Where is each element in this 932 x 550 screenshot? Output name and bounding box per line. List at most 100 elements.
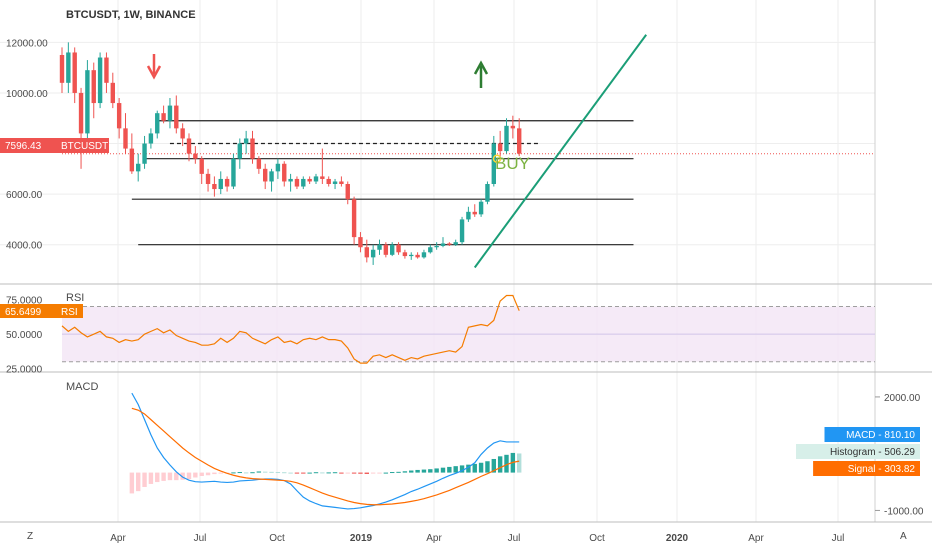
candle-body[interactable] bbox=[212, 184, 217, 190]
candle-body[interactable] bbox=[269, 171, 274, 182]
candle-body[interactable] bbox=[402, 252, 408, 257]
candle-body[interactable] bbox=[123, 128, 128, 149]
candle-body[interactable] bbox=[167, 105, 173, 121]
candle-body[interactable] bbox=[351, 199, 357, 238]
candle-body[interactable] bbox=[243, 138, 249, 144]
rsi-panel-label: RSI bbox=[66, 292, 84, 304]
candle-body[interactable] bbox=[129, 148, 135, 172]
macd-legend-text: Signal - 303.82 bbox=[848, 464, 916, 475]
candle-body[interactable] bbox=[313, 176, 319, 182]
candle-body[interactable] bbox=[250, 138, 255, 159]
candle-body[interactable] bbox=[85, 70, 90, 134]
y-tick-label: 4000.00 bbox=[6, 241, 43, 252]
candle-body[interactable] bbox=[459, 219, 465, 243]
candle-body[interactable] bbox=[491, 143, 496, 184]
candle-body[interactable] bbox=[110, 82, 115, 104]
candle-body[interactable] bbox=[390, 244, 395, 255]
candle-body[interactable] bbox=[510, 125, 516, 129]
candle-body[interactable] bbox=[472, 211, 477, 215]
macd-legend-item bbox=[824, 427, 920, 442]
rsi-tick-label: 75.0000 bbox=[6, 296, 43, 307]
arrow-up-icon bbox=[473, 60, 489, 88]
candle-body[interactable] bbox=[224, 178, 230, 187]
candle-body[interactable] bbox=[383, 244, 389, 255]
candle-body[interactable] bbox=[78, 92, 84, 134]
candle-body[interactable] bbox=[440, 243, 446, 246]
candle-body[interactable] bbox=[231, 158, 236, 187]
candle-body[interactable] bbox=[409, 254, 414, 257]
histogram-bar bbox=[364, 472, 369, 474]
candle-body[interactable] bbox=[116, 103, 122, 129]
candle-body[interactable] bbox=[155, 113, 160, 134]
histogram-bar bbox=[186, 472, 192, 480]
candle-body[interactable] bbox=[370, 249, 376, 258]
candle-body[interactable] bbox=[72, 52, 77, 93]
candle-body[interactable] bbox=[186, 138, 192, 154]
candle-body[interactable] bbox=[517, 128, 522, 154]
candle-body[interactable] bbox=[339, 181, 344, 184]
macd-line[interactable] bbox=[131, 392, 520, 510]
candle-body[interactable] bbox=[174, 105, 179, 129]
candle-body[interactable] bbox=[358, 237, 363, 248]
candle-body[interactable] bbox=[307, 178, 312, 182]
signal-line[interactable] bbox=[131, 407, 520, 506]
histogram-bar bbox=[199, 472, 204, 476]
histogram-bar bbox=[447, 466, 452, 473]
candle-body[interactable] bbox=[415, 254, 420, 258]
candle-body[interactable] bbox=[66, 52, 71, 83]
candle-body[interactable] bbox=[485, 184, 490, 202]
candle-body[interactable] bbox=[205, 173, 211, 184]
candle-body[interactable] bbox=[377, 244, 382, 250]
candle-body[interactable] bbox=[345, 184, 350, 200]
candle-body[interactable] bbox=[288, 178, 293, 182]
candle-body[interactable] bbox=[326, 178, 331, 184]
histogram-bar bbox=[269, 471, 274, 473]
candle-body[interactable] bbox=[142, 143, 147, 164]
histogram-bar bbox=[466, 464, 471, 473]
candle-body[interactable] bbox=[478, 201, 484, 215]
candle-body[interactable] bbox=[466, 211, 471, 220]
candle-body[interactable] bbox=[282, 163, 287, 182]
buy-annotation: BUY bbox=[495, 154, 530, 173]
candle-body[interactable] bbox=[421, 252, 427, 258]
rsi-panel[interactable] bbox=[61, 294, 875, 364]
auto-scale-button[interactable]: A bbox=[900, 531, 907, 542]
candle-body[interactable] bbox=[148, 133, 154, 144]
candle-body[interactable] bbox=[301, 178, 306, 187]
candle-body[interactable] bbox=[434, 245, 439, 248]
zoom-left-button[interactable]: Z bbox=[27, 531, 33, 542]
candle-body[interactable] bbox=[199, 158, 204, 174]
candle-body[interactable] bbox=[497, 143, 503, 152]
candle-body[interactable] bbox=[136, 163, 141, 172]
candle-body[interactable] bbox=[294, 178, 300, 187]
candle-body[interactable] bbox=[91, 70, 96, 104]
candle-body[interactable] bbox=[193, 153, 198, 159]
candle-body[interactable] bbox=[428, 247, 433, 253]
candle-body[interactable] bbox=[180, 128, 185, 139]
macd-panel[interactable] bbox=[129, 392, 522, 510]
candle-body[interactable] bbox=[453, 242, 458, 245]
candle-body[interactable] bbox=[97, 57, 103, 104]
candle-body[interactable] bbox=[275, 163, 281, 172]
candle-body[interactable] bbox=[504, 125, 509, 152]
candle-body[interactable] bbox=[332, 181, 338, 184]
candle-body[interactable] bbox=[104, 57, 109, 83]
candle-body[interactable] bbox=[237, 143, 242, 159]
trend-line[interactable] bbox=[473, 34, 648, 269]
macd-legend: MACD - 810.10 Histogram - 506.29 Signal - … bbox=[796, 427, 920, 476]
candle-body[interactable] bbox=[447, 243, 452, 245]
candle-body[interactable] bbox=[320, 176, 325, 179]
histogram-bar bbox=[129, 472, 135, 494]
histogram-bar bbox=[218, 472, 223, 474]
price-panel[interactable] bbox=[59, 34, 875, 269]
candle-body[interactable] bbox=[256, 158, 262, 169]
candle-body[interactable] bbox=[59, 55, 65, 83]
candle-body[interactable] bbox=[161, 113, 166, 121]
candle-body[interactable] bbox=[396, 244, 401, 253]
candle-body[interactable] bbox=[218, 178, 223, 190]
candle-body[interactable] bbox=[364, 247, 369, 258]
histogram-bar bbox=[402, 471, 408, 473]
rsi-line[interactable] bbox=[61, 294, 520, 364]
candle-body[interactable] bbox=[263, 168, 268, 182]
